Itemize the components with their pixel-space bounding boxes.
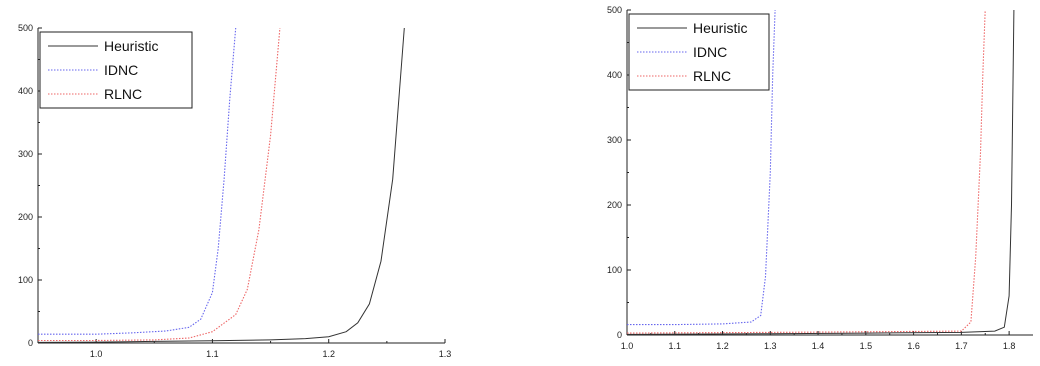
x-tick-label: 1.5 [860, 341, 873, 351]
legend-label: RLNC [104, 86, 142, 102]
x-tick-label: 1.0 [90, 349, 103, 359]
chart-panel-1: 0 100 200 300 400 500 1.0 1.1 1.2 1.3 Heuristic IDN… [18, 23, 451, 359]
legend-box [39, 31, 193, 109]
x-tick-label: 1.3 [439, 349, 452, 359]
y-tick-label: 100 [607, 265, 622, 275]
legend: Heuristic IDNC RLNC [628, 13, 770, 91]
x-tick-label: 1.7 [955, 341, 968, 351]
y-tick-label: 300 [607, 135, 622, 145]
y-tick-label: 200 [607, 200, 622, 210]
series-line-heuristic [626, 9, 1015, 335]
x-tick-label: 1.2 [322, 349, 335, 359]
x-tick-label: 1.0 [621, 341, 634, 351]
y-tick-label: 0 [617, 330, 622, 340]
y-tick-label: 500 [18, 23, 33, 33]
legend-label: IDNC [693, 44, 727, 60]
y-tick-label: 0 [28, 338, 33, 348]
y-tick-label: 100 [18, 275, 33, 285]
legend-label: IDNC [104, 62, 138, 78]
legend: Heuristic IDNC RLNC [39, 31, 193, 109]
series-line-rlnc [626, 9, 986, 334]
legend-label: Heuristic [104, 38, 158, 54]
y-tick-label: 300 [18, 149, 33, 159]
series-line-idnc [627, 9, 776, 326]
series-line-idnc [38, 27, 237, 335]
y-tick-label: 400 [607, 70, 622, 80]
series-line-heuristic [37, 27, 405, 343]
legend-label: Heuristic [693, 20, 747, 36]
x-tick-label: 1.8 [1003, 341, 1016, 351]
y-tick-label: 200 [18, 212, 33, 222]
x-tick-label: 1.2 [716, 341, 729, 351]
y-tick-label: 500 [607, 5, 622, 15]
series-line-rlnc [38, 27, 281, 342]
y-tick-label: 400 [18, 86, 33, 96]
x-tick-label: 1.6 [907, 341, 920, 351]
legend-label: RLNC [693, 68, 731, 84]
x-tick-label: 1.1 [206, 349, 219, 359]
x-tick-label: 1.4 [812, 341, 825, 351]
x-tick-label: 1.1 [669, 341, 682, 351]
x-tick-label: 1.3 [764, 341, 777, 351]
chart-panel-2: 0 100 200 300 400 500 1.0 1.1 1.2 1.3 1.4 1.5 1.6 1.7… [607, 5, 1033, 351]
